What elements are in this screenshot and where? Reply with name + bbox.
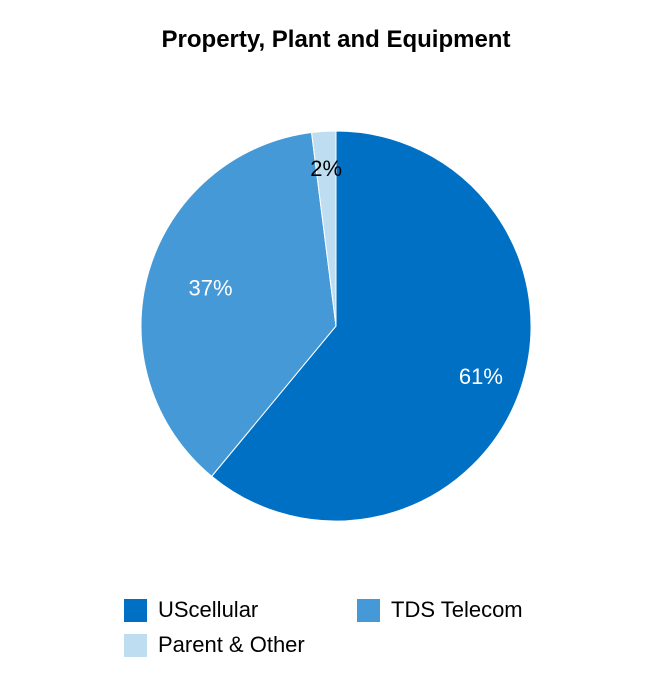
chart-title: Property, Plant and Equipment [161, 26, 511, 53]
legend-item-uscellular: UScellular [124, 597, 258, 623]
legend-label-tds-telecom: TDS Telecom [391, 597, 523, 622]
legend-label-uscellular: UScellular [158, 597, 259, 622]
legend-swatch-tds-telecom [357, 598, 380, 622]
pie-slice-parent-other [311, 130, 337, 327]
legend-item-parent-other: Parent & Other [124, 632, 305, 658]
data-label-uscellular: 61% [459, 364, 503, 389]
legend-item-tds-telecom: TDS Telecom [357, 597, 523, 623]
data-label-tds-telecom: 37% [189, 275, 233, 300]
legend-swatch-uscellular [124, 598, 147, 622]
pie-slice-tds-telecom [140, 131, 337, 477]
legend-label-parent-other: Parent & Other [158, 632, 305, 657]
legend-swatch-parent-other [124, 633, 147, 657]
pie-slice-uscellular [210, 130, 532, 522]
data-label-parent-other: 2% [310, 156, 342, 181]
